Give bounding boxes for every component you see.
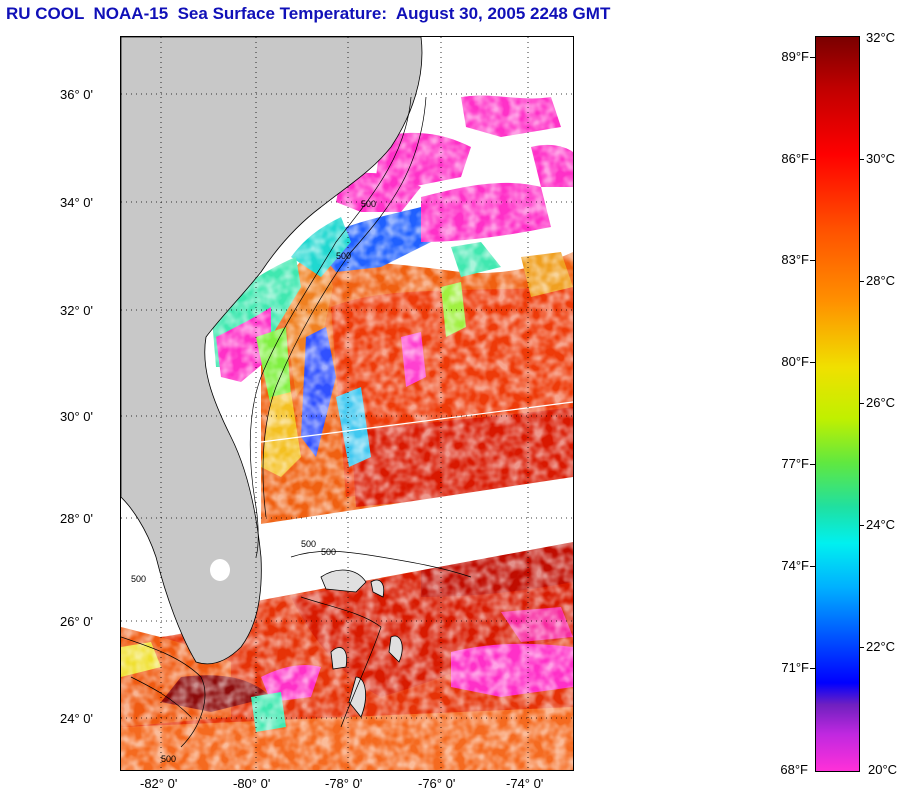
f-label-83: 83°F: [781, 252, 809, 267]
c-label-32: 32°C: [866, 30, 896, 45]
sst-map-image: 500 500 500 500 500 500: [121, 37, 573, 770]
lat-label-28: 28° 0': [60, 511, 93, 526]
lat-label-36: 36° 0': [60, 87, 93, 102]
lat-label-26: 26° 0': [60, 614, 93, 629]
bathymetry-contours: [121, 96, 472, 748]
contour-label: 500: [321, 547, 336, 557]
lat-label-34: 34° 0': [60, 195, 93, 210]
c-label-20: 20°C: [868, 762, 898, 777]
f-label-86: 86°F: [781, 151, 809, 166]
sst-map: 500 500 500 500 500 500: [120, 36, 574, 771]
f-label-77: 77°F: [781, 456, 809, 471]
c-label-28: 28°C: [866, 273, 896, 288]
lon-label-80: -80° 0': [233, 776, 271, 791]
c-label-22: 22°C: [866, 639, 896, 654]
f-label-80: 80°F: [781, 354, 809, 369]
lat-label-30: 30° 0': [60, 409, 93, 424]
contour-label: 500: [161, 754, 176, 764]
page-title: RU COOL NOAA-15 Sea Surface Temperature:…: [6, 4, 611, 23]
f-label-89: 89°F: [781, 49, 809, 64]
contour-label: 500: [131, 574, 146, 584]
c-label-30: 30°C: [866, 151, 896, 166]
land-southeast-us: [121, 37, 423, 665]
lat-label-24: 24° 0': [60, 711, 93, 726]
bahamas-islands: [320, 569, 403, 718]
c-label-26: 26°C: [866, 395, 896, 410]
contour-label: 500: [361, 199, 376, 209]
lon-label-78: -78° 0': [325, 776, 363, 791]
lake-okeechobee: [210, 559, 230, 581]
contour-label: 500: [301, 539, 316, 549]
f-label-74: 74°F: [781, 558, 809, 573]
graticule: [121, 37, 573, 770]
f-label-71: 71°F: [781, 660, 809, 675]
c-label-24: 24°C: [866, 517, 896, 532]
f-label-68: 68°F: [780, 762, 808, 777]
lat-label-32: 32° 0': [60, 303, 93, 318]
lon-label-76: -76° 0': [418, 776, 456, 791]
lon-label-82: -82° 0': [140, 776, 178, 791]
contour-label: 500: [336, 251, 351, 261]
color-bar: [815, 36, 860, 772]
lon-label-74: -74° 0': [506, 776, 544, 791]
